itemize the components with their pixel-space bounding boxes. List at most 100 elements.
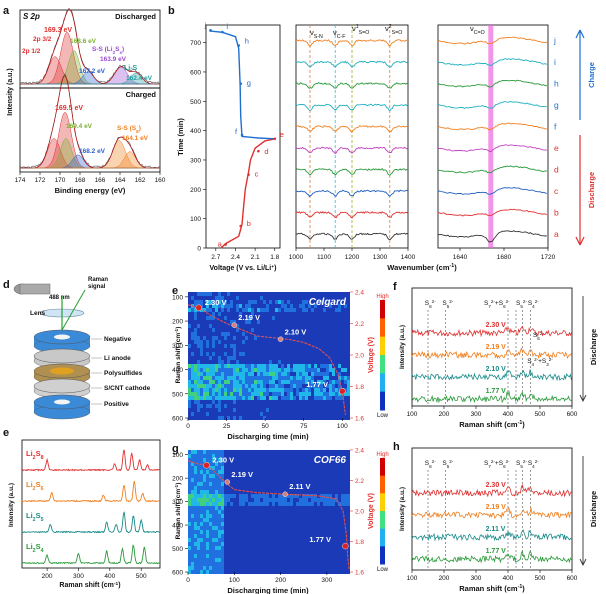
heatmap-cell xyxy=(257,392,260,396)
panel-letter-d: d xyxy=(3,279,10,291)
heatmap-cell xyxy=(332,336,335,340)
heatmap-cell xyxy=(317,392,320,396)
heatmap-cell xyxy=(278,348,281,352)
heatmap-cell xyxy=(188,562,191,566)
heatmap-cell xyxy=(266,506,269,510)
heatmap-cell xyxy=(281,348,284,352)
heatmap-cell xyxy=(203,562,206,566)
heatmap-cell xyxy=(335,534,338,538)
heatmap-cell xyxy=(194,304,197,308)
heatmap-cell xyxy=(281,396,284,400)
heatmap-cell xyxy=(245,566,248,570)
heatmap-cell xyxy=(203,316,206,320)
heatmap-cell xyxy=(311,490,314,494)
heatmap-cell xyxy=(260,376,263,380)
label-tspan: S xyxy=(36,480,41,489)
heatmap-cell xyxy=(203,376,206,380)
heatmap-cell xyxy=(248,474,251,478)
heatmap-cell xyxy=(314,450,317,454)
heatmap-cell xyxy=(347,550,350,554)
heatmap-cell xyxy=(191,522,194,526)
heatmap-cell xyxy=(308,304,311,308)
heatmap-cell xyxy=(251,486,254,490)
heatmap-cell xyxy=(326,404,329,408)
heatmap-cell xyxy=(293,332,296,336)
heatmap-cell xyxy=(344,458,347,462)
heatmap-cell xyxy=(287,470,290,474)
heatmap-cell xyxy=(344,384,347,388)
heatmap-cell xyxy=(236,344,239,348)
heatmap-cell xyxy=(317,348,320,352)
heatmap-cell xyxy=(299,454,302,458)
heatmap-cell xyxy=(209,554,212,558)
heatmap-cell xyxy=(284,478,287,482)
heatmap-cell xyxy=(224,550,227,554)
heatmap-cell xyxy=(257,388,260,392)
heatmap-cell xyxy=(266,530,269,534)
heatmap-cell xyxy=(341,356,344,360)
heatmap-cell xyxy=(305,506,308,510)
heatmap-cell xyxy=(206,554,209,558)
heatmap-cell xyxy=(263,522,266,526)
heatmap-cell xyxy=(221,292,224,296)
heatmap-cell xyxy=(338,412,341,416)
heatmap-cell xyxy=(194,336,197,340)
heatmap-cell xyxy=(341,522,344,526)
heatmap-cell xyxy=(320,364,323,368)
heatmap-cell xyxy=(287,364,290,368)
operando-xtick-label: 400 xyxy=(503,575,514,582)
heatmap-cell xyxy=(248,514,251,518)
heatmap-cell xyxy=(233,474,236,478)
heatmap-cell xyxy=(215,470,218,474)
heatmap-cell xyxy=(323,542,326,546)
heatmap-cell xyxy=(224,526,227,530)
operando-curve-5-2 xyxy=(411,369,572,382)
heatmap-cell xyxy=(278,376,281,380)
heatmap-cell xyxy=(281,400,284,404)
heatmap-cell xyxy=(203,332,206,336)
heatmap-cell xyxy=(299,372,302,376)
heatmap-cell xyxy=(317,542,320,546)
heatmap-cell xyxy=(290,482,293,486)
heatmap-cell xyxy=(191,474,194,478)
heatmap-cell xyxy=(221,368,224,372)
heatmap-cell xyxy=(239,474,242,478)
heatmap-cell xyxy=(215,328,218,332)
heatmap-cell xyxy=(224,344,227,348)
heatmap-cell xyxy=(329,344,332,348)
heatmap-cell xyxy=(284,336,287,340)
label-tspan: 8 xyxy=(429,304,432,309)
heatmap-cell xyxy=(299,510,302,514)
heatmap-cell xyxy=(230,498,233,502)
heatmap-cell xyxy=(317,308,320,312)
heatmap-cell xyxy=(275,348,278,352)
heatmap-cell xyxy=(281,482,284,486)
heatmap-cell xyxy=(188,332,191,336)
voltage-point-0 xyxy=(203,462,210,469)
heatmap-cell xyxy=(230,344,233,348)
heatmap-cell xyxy=(194,558,197,562)
ftir-xlabel: Wavenumber (cm-1) xyxy=(387,263,457,272)
heatmap-cell xyxy=(335,466,338,470)
heatmap-cell xyxy=(308,458,311,462)
ftir-label-d: d xyxy=(554,165,559,175)
heatmap-cell xyxy=(299,412,302,416)
label-tspan: ) xyxy=(522,584,525,593)
heatmap-cell xyxy=(296,502,299,506)
heatmap-cell xyxy=(188,498,191,502)
heatmap-cell xyxy=(269,514,272,518)
xps-annot-163-9: 163.9 eV xyxy=(100,56,127,63)
heatmap-cell xyxy=(287,344,290,348)
heatmap-cell xyxy=(287,534,290,538)
heatmap-cell xyxy=(317,510,320,514)
operando-xlabel: Raman shift (cm-1) xyxy=(459,420,525,429)
heatmap-cell xyxy=(200,454,203,458)
heatmap-cell xyxy=(305,412,308,416)
heatmap-cell xyxy=(239,466,242,470)
heatmap-cell xyxy=(308,454,311,458)
heatmap-cell xyxy=(215,498,218,502)
heatmap-cell xyxy=(272,470,275,474)
heatmap-cell xyxy=(347,304,350,308)
colorbar-segment xyxy=(380,475,385,494)
heatmap-cell xyxy=(215,530,218,534)
